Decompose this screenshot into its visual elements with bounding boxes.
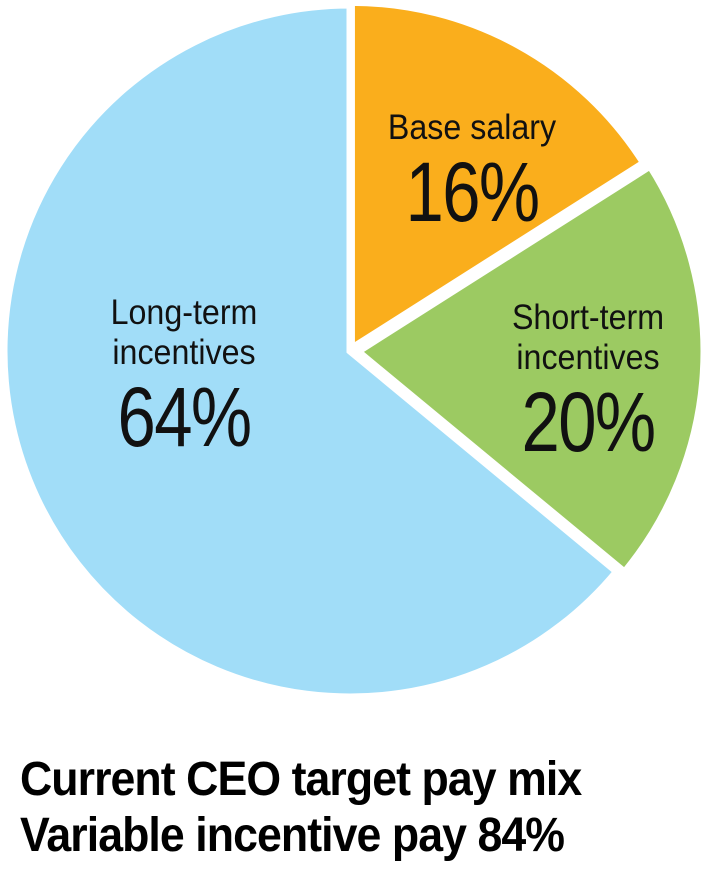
- slice-percent: 64%: [117, 370, 253, 464]
- slice-percent: 20%: [521, 375, 657, 469]
- chart-title-line1: Current CEO target pay mix: [20, 753, 582, 806]
- chart-title: Current CEO target pay mix Variable ince…: [20, 752, 582, 864]
- slice-name: incentives: [516, 338, 660, 377]
- slice-label-short-term-incentives: Short-term incentives 20%: [505, 298, 670, 466]
- pie-slice-short-term-incentives: [352, 161, 704, 577]
- slice-label-long-term-incentives: Long-term incentives 64%: [103, 293, 265, 461]
- slice-name: incentives: [112, 333, 256, 372]
- pie-slice-base-salary: [347, 0, 649, 355]
- pie-svg: [0, 0, 704, 701]
- slice-name: Long-term: [110, 293, 258, 332]
- slice-label-base-salary: Base salary 16%: [381, 108, 564, 236]
- slice-percent: 16%: [405, 145, 541, 239]
- pie-slice-long-term-incentives: [0, 1, 622, 701]
- slice-name: Short-term: [511, 298, 665, 337]
- slice-name: Base salary: [387, 108, 557, 147]
- chart-title-line2: Variable incentive pay 84%: [20, 809, 565, 862]
